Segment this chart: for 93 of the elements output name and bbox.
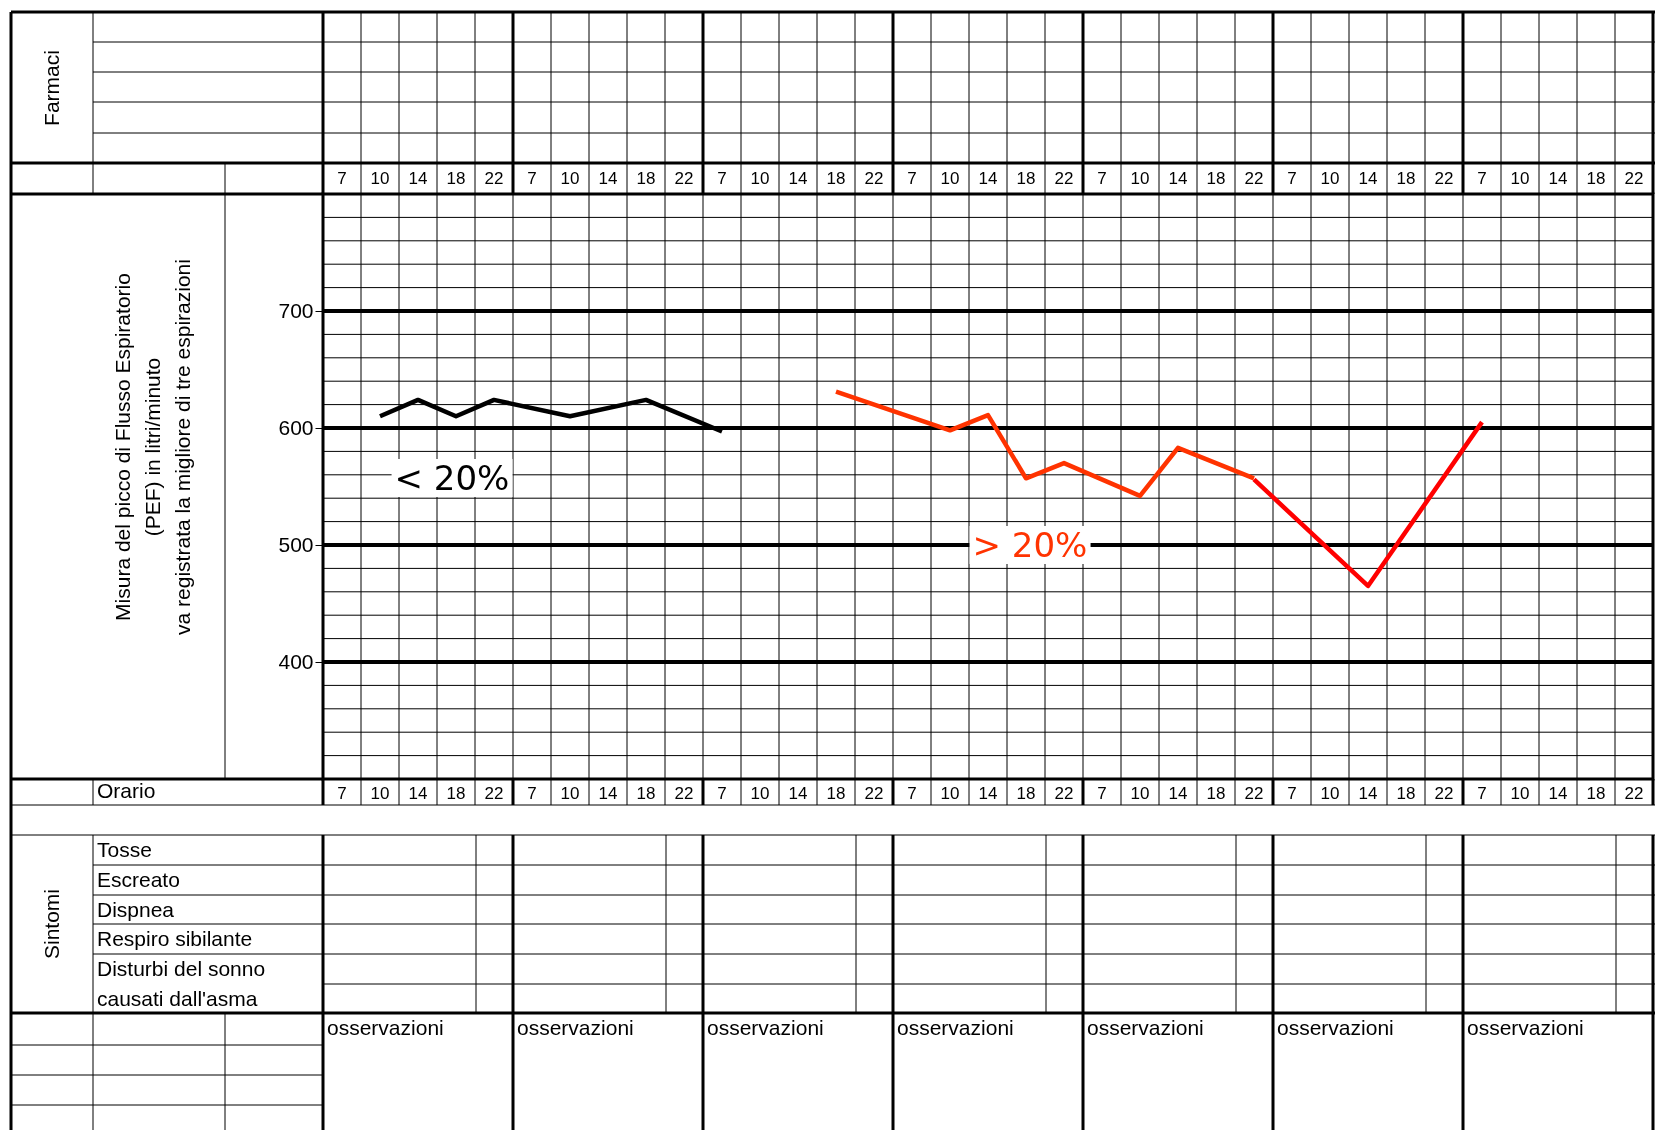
category-label: 22 <box>1244 169 1264 188</box>
x-tick-label: 7 <box>1287 783 1297 803</box>
x-tick-label: 18 <box>636 783 656 803</box>
category-label: 10 <box>940 169 960 188</box>
x-tick-label: 7 <box>1097 783 1107 803</box>
category-label: 14 <box>788 169 808 188</box>
category-label: 18 <box>1396 169 1416 188</box>
x-tick-label: 22 <box>864 783 884 803</box>
y-tick-label: 400 <box>278 649 314 673</box>
x-tick-label: 14 <box>1358 783 1378 803</box>
category-label: 18 <box>636 169 656 188</box>
x-tick-label: 7 <box>527 783 537 803</box>
category-label: 10 <box>560 169 580 188</box>
x-tick-label: 10 <box>1130 783 1150 803</box>
x-tick-label: 18 <box>446 783 466 803</box>
x-tick-label: 22 <box>1434 783 1454 803</box>
x-tick-label: 14 <box>978 783 998 803</box>
x-tick-label: 22 <box>1624 783 1644 803</box>
category-label: 14 <box>1548 169 1568 188</box>
x-tick-label: 7 <box>1477 783 1487 803</box>
text: osservazioni <box>1277 1015 1394 1041</box>
x-tick-label: 10 <box>1510 783 1530 803</box>
category-label: 14 <box>408 169 428 188</box>
x-tick-label: 7 <box>717 783 727 803</box>
category-label: 22 <box>484 169 504 188</box>
text: Disturbi del sonno causati dall'asma <box>97 956 266 1012</box>
y-tick-label: 700 <box>278 298 314 322</box>
x-tick-label: 14 <box>1548 783 1568 803</box>
category-label: 22 <box>1624 169 1644 188</box>
text: Sintomi <box>40 888 64 961</box>
x-tick-label: 22 <box>484 783 504 803</box>
text: Respiro sibilante <box>97 926 253 952</box>
text: Farmaci <box>40 49 64 128</box>
category-label: 22 <box>1434 169 1454 188</box>
category-label: 7 <box>717 169 727 188</box>
y-tick-label: 600 <box>278 415 314 439</box>
category-label: 7 <box>1097 169 1107 188</box>
category-label: 18 <box>1016 169 1036 188</box>
x-tick-label: 18 <box>1396 783 1416 803</box>
annotation: < 20% <box>391 458 513 498</box>
y-tick-label: 500 <box>278 532 314 556</box>
category-label: 7 <box>527 169 537 188</box>
category-label: 22 <box>864 169 884 188</box>
category-label: 14 <box>1358 169 1378 188</box>
category-label: 14 <box>598 169 618 188</box>
x-tick-label: 14 <box>788 783 808 803</box>
x-tick-label: 10 <box>1320 783 1340 803</box>
category-label: 18 <box>1206 169 1226 188</box>
category-label: 22 <box>674 169 694 188</box>
x-tick-label: 22 <box>674 783 694 803</box>
category-label: 7 <box>1287 169 1297 188</box>
text: osservazioni <box>897 1015 1014 1041</box>
x-tick-label: 14 <box>1168 783 1188 803</box>
category-label: 18 <box>1586 169 1606 188</box>
category-label: 10 <box>750 169 770 188</box>
x-tick-label: 18 <box>826 783 846 803</box>
category-label: 18 <box>826 169 846 188</box>
category-label: 10 <box>1510 169 1530 188</box>
x-tick-label: 10 <box>940 783 960 803</box>
y-axis-title: Misura del picco di Flusso Espiratorio (PEF) in litri/minuto va registrata la migliore di tre espirazioni <box>110 259 194 635</box>
x-tick-label: 14 <box>598 783 618 803</box>
text: osservazioni <box>707 1015 824 1041</box>
category-label: 7 <box>1477 169 1487 188</box>
x-tick-label: 22 <box>1054 783 1074 803</box>
x-tick-label: 7 <box>907 783 917 803</box>
x-tick-label: 14 <box>408 783 428 803</box>
text: osservazioni <box>1087 1015 1204 1041</box>
x-tick-label: 18 <box>1586 783 1606 803</box>
category-label: 10 <box>1320 169 1340 188</box>
category-label: 7 <box>907 169 917 188</box>
category-label: 18 <box>446 169 466 188</box>
x-tick-label: 18 <box>1206 783 1226 803</box>
category-label: 10 <box>1130 169 1150 188</box>
x-tick-label: 10 <box>560 783 580 803</box>
text: Dispnea <box>97 897 175 923</box>
text: Escreato <box>97 867 180 893</box>
category-label: 14 <box>1168 169 1188 188</box>
x-tick-label: 10 <box>750 783 770 803</box>
x-tick-label: 7 <box>337 783 347 803</box>
text: osservazioni <box>327 1015 444 1041</box>
text: osservazioni <box>1467 1015 1584 1041</box>
line-series <box>833 389 1257 499</box>
category-label: 14 <box>978 169 998 188</box>
x-tick-label: 18 <box>1016 783 1036 803</box>
category-label: 7 <box>337 169 347 188</box>
x-tick-label: 10 <box>370 783 390 803</box>
text: Tosse <box>97 837 152 863</box>
text: Orario <box>97 778 156 804</box>
category-label: 22 <box>1054 169 1074 188</box>
text: osservazioni <box>517 1015 634 1041</box>
annotation: > 20% <box>969 525 1091 565</box>
category-label: 10 <box>370 169 390 188</box>
x-tick-label: 22 <box>1244 783 1264 803</box>
